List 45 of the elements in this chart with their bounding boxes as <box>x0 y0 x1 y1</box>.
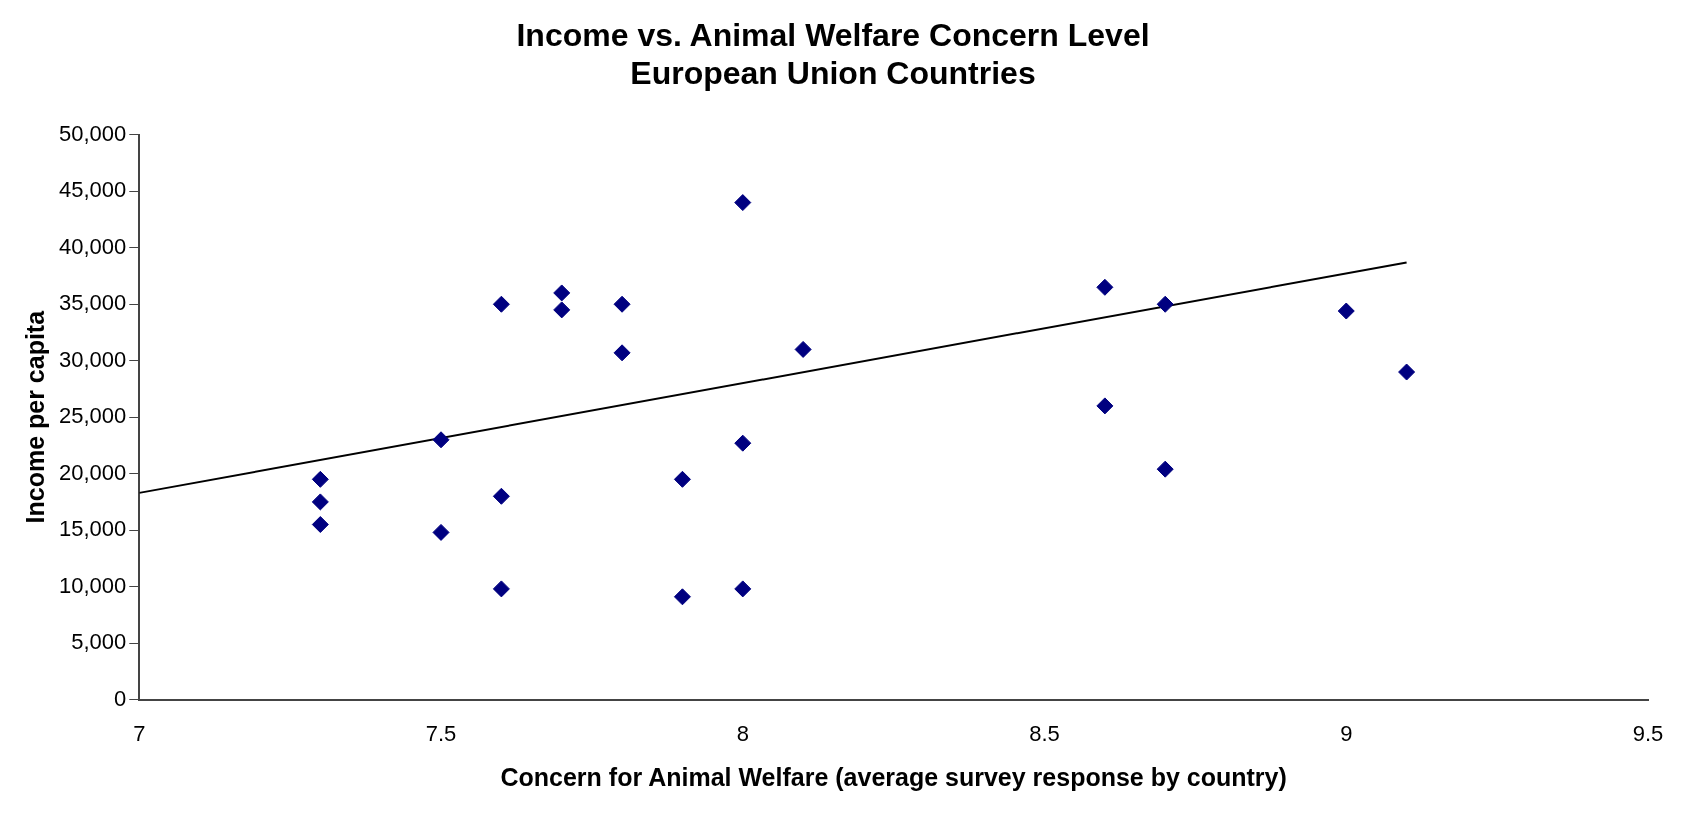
point <box>613 295 631 313</box>
y-tick-label: 0 <box>114 685 127 711</box>
point <box>492 580 510 598</box>
y-tick-label: 10,000 <box>58 572 127 598</box>
point <box>553 284 571 302</box>
point <box>613 344 631 362</box>
y-tick-label: 30,000 <box>58 346 127 372</box>
text: Income vs. Animal Welfare Concern Level <box>516 17 1150 54</box>
text: European Union Countries <box>630 55 1036 92</box>
point <box>1156 295 1174 313</box>
point <box>1096 278 1114 296</box>
y-tick-label: 20,000 <box>58 459 127 485</box>
x-axis-title: Concern for Animal Welfare (average survey response by country) <box>500 762 1287 791</box>
point <box>1337 302 1355 320</box>
x-tick-label: 9 <box>1340 720 1353 746</box>
x-tick-label: 7.5 <box>425 720 457 746</box>
y-tick-label: 35,000 <box>58 290 127 316</box>
point <box>673 588 691 606</box>
point <box>492 487 510 505</box>
x-tick-label: 9.5 <box>1632 720 1664 746</box>
point <box>734 434 752 452</box>
point <box>673 470 691 488</box>
y-tick-label: 50,000 <box>58 120 127 146</box>
point <box>1096 397 1114 415</box>
point <box>1156 460 1174 478</box>
point <box>311 516 329 534</box>
y-axis-title: Income per capita <box>20 309 49 524</box>
x-tick-label: 7 <box>133 720 146 746</box>
point <box>311 470 329 488</box>
y-tick-label: 25,000 <box>58 403 127 429</box>
point <box>311 493 329 511</box>
x-tick-label: 8 <box>736 720 749 746</box>
point <box>1398 363 1416 381</box>
y-tick-label: 15,000 <box>58 516 127 542</box>
point <box>734 194 752 212</box>
point <box>734 580 752 598</box>
y-tick-label: 40,000 <box>58 233 127 259</box>
x-tick-label: 8.5 <box>1029 720 1060 746</box>
point <box>553 301 571 319</box>
y-tick-label: 5,000 <box>71 629 127 655</box>
point <box>492 295 510 313</box>
point <box>432 431 450 449</box>
y-tick-label: 45,000 <box>58 177 127 203</box>
point <box>794 340 812 358</box>
point <box>432 523 450 541</box>
